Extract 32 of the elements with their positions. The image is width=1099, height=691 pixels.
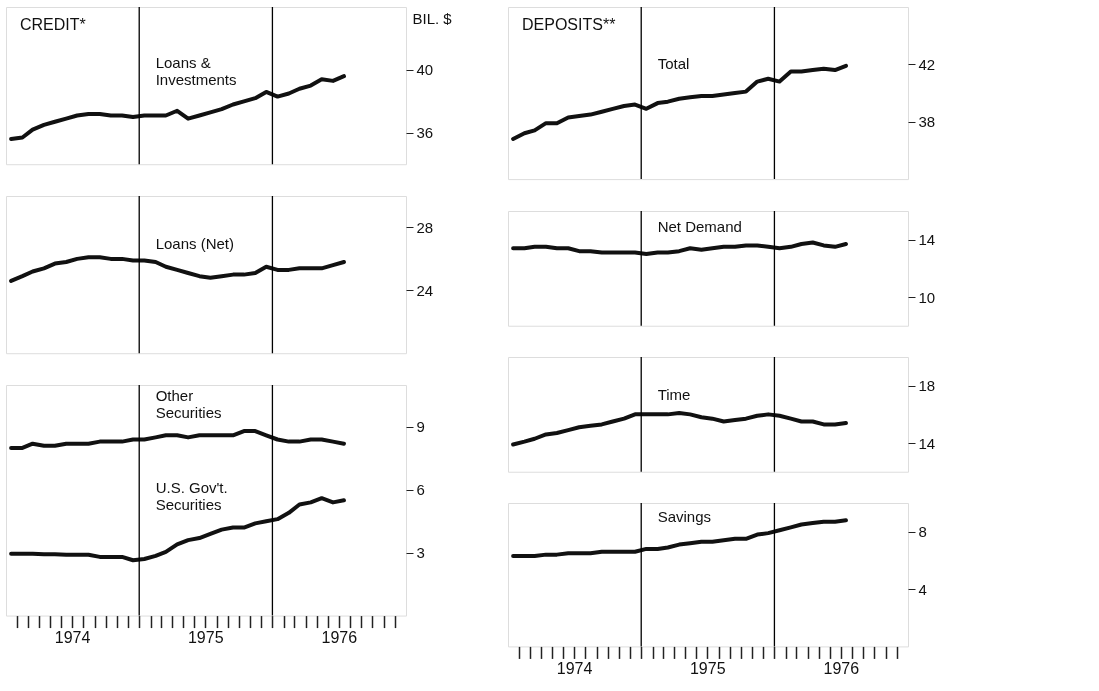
y-tick-label: 40 [416, 61, 434, 79]
x-tick-label: 1976 [321, 629, 358, 647]
series-label: Savings [657, 507, 712, 525]
x-tick-label: 1975 [689, 659, 726, 677]
y-tick-label: 6 [416, 481, 425, 499]
y-tick-label: 18 [918, 377, 936, 395]
series-label: U.S. Gov't. Securities [155, 479, 228, 514]
y-tick-label: 8 [918, 523, 927, 541]
y-tick-label: 10 [918, 288, 936, 306]
series-label: Time [657, 385, 691, 403]
series-label: Net Demand [657, 218, 742, 236]
y-tick-label: 14 [918, 231, 936, 249]
series-label: Loans & Investments [155, 54, 237, 89]
x-tick-label: 1974 [54, 629, 91, 647]
text: DEPOSITS** [522, 16, 616, 33]
series-label: Loans (Net) [155, 235, 235, 253]
series-label: Other Securities [155, 387, 222, 422]
y-tick-label: 42 [918, 55, 936, 73]
y-tick-label: 14 [918, 434, 936, 452]
y-tick-label: 24 [416, 281, 434, 299]
y-axis-title: BIL. $ [412, 9, 453, 27]
x-tick-label: 1974 [556, 659, 593, 677]
y-tick-label: 4 [918, 580, 927, 598]
y-tick-label: 28 [416, 218, 434, 236]
x-tick-label: 1976 [823, 659, 860, 677]
x-tick-label: 1975 [187, 629, 224, 647]
series-label: Total [657, 54, 690, 72]
y-tick-label: 9 [416, 418, 425, 436]
y-tick-label: 38 [918, 113, 936, 131]
y-tick-label: 3 [416, 544, 425, 562]
text: CREDIT* [20, 16, 86, 33]
y-tick-label: 36 [416, 124, 434, 142]
